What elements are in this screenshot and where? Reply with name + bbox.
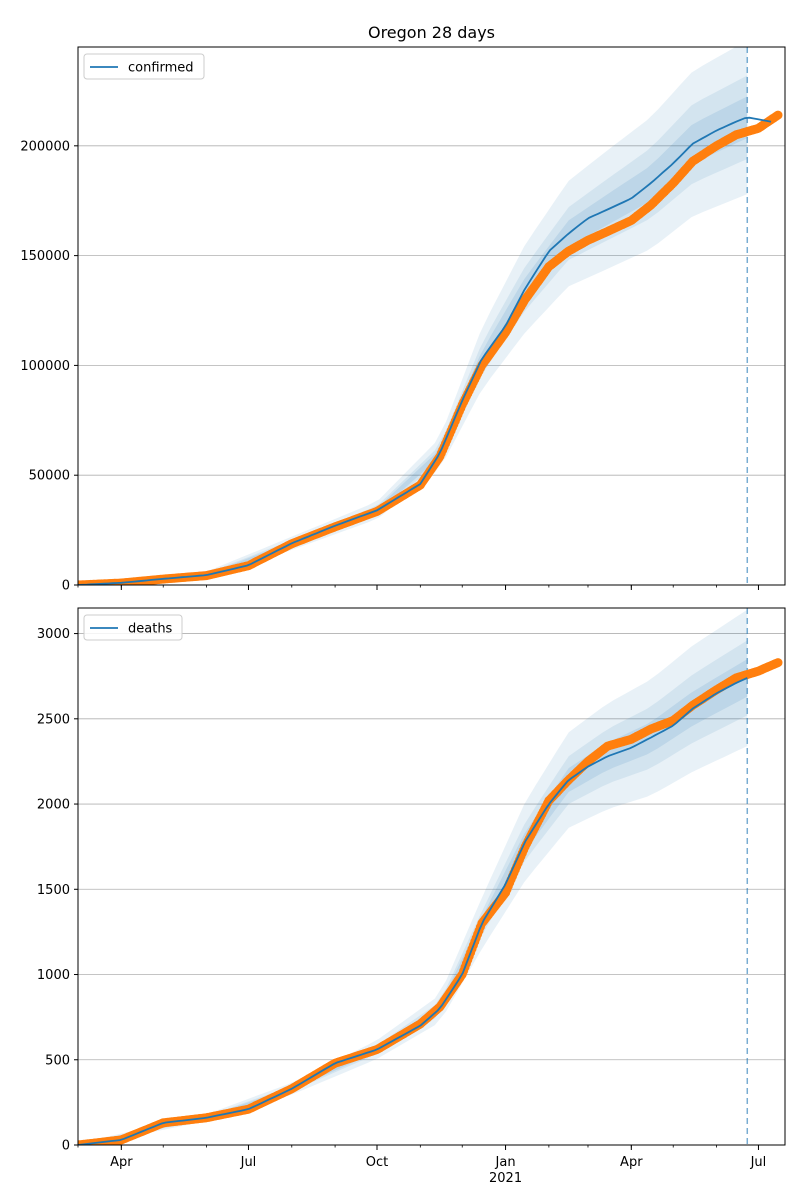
plot-area	[78, 608, 783, 1145]
chart-title: Oregon 28 days	[368, 23, 495, 42]
y-tick-label: 1500	[37, 883, 70, 898]
legend-box	[83, 614, 183, 641]
axes-frame	[77, 46, 786, 586]
y-tick-label: 1000	[37, 968, 70, 983]
x-tick-label: Apr	[110, 1155, 133, 1170]
y-tick-label: 2500	[37, 712, 70, 727]
x-year-label: 2021	[489, 1171, 522, 1186]
axes-frame	[77, 607, 786, 1146]
model-line	[78, 116, 772, 585]
x-tick-label: Jan	[495, 1155, 516, 1170]
uncertainty-band	[78, 75, 748, 585]
legend-label: deaths	[128, 622, 173, 637]
x-tick-label: Oct	[366, 1155, 388, 1170]
y-tick-label: 200000	[20, 139, 70, 154]
y-tick-label: 150000	[20, 249, 70, 264]
plot-area	[78, 47, 783, 585]
uncertainty-band	[78, 640, 748, 1145]
observed-point	[773, 110, 783, 120]
panel-2: 0 500 1000 1500 2000 2500 3000 Apr Jul Oct Jan Apr J…	[37, 607, 786, 1186]
uncertainty-band	[78, 609, 748, 1145]
uncertainty-band	[78, 659, 748, 1145]
legend: deaths	[83, 614, 183, 641]
legend-box	[83, 53, 205, 80]
y-tick-label: 500	[45, 1053, 70, 1068]
y-tick-label: 50000	[29, 469, 70, 484]
x-tick-label: Apr	[620, 1155, 643, 1170]
model-line	[78, 677, 748, 1145]
y-tick-label: 0	[62, 1139, 70, 1154]
y-tick-label: 100000	[20, 359, 70, 374]
x-tick-label: Jul	[750, 1155, 767, 1170]
y-tick-label: 2000	[37, 798, 70, 813]
legend-label: confirmed	[128, 61, 194, 76]
uncertainty-band	[78, 96, 748, 585]
observed-point	[773, 658, 783, 668]
y-tick-label: 3000	[37, 627, 70, 642]
panel-1: 0 50000 100000 150000 200000 Oregon 28 days co…	[20, 23, 786, 594]
x-tick-label: Jul	[240, 1155, 257, 1170]
uncertainty-band	[78, 47, 748, 585]
legend: confirmed	[83, 53, 205, 80]
y-tick-label: 0	[62, 579, 70, 594]
